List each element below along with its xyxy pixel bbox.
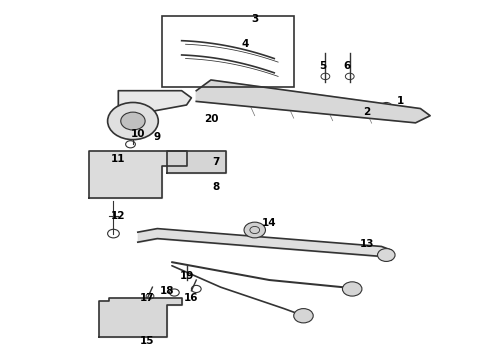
Circle shape <box>294 309 313 323</box>
Circle shape <box>377 249 395 261</box>
Polygon shape <box>89 152 187 198</box>
Polygon shape <box>196 80 430 123</box>
Polygon shape <box>167 152 225 173</box>
Polygon shape <box>99 298 182 337</box>
Text: 2: 2 <box>363 107 370 117</box>
Circle shape <box>244 222 266 238</box>
Text: 12: 12 <box>111 211 125 221</box>
Circle shape <box>121 112 145 130</box>
Text: 6: 6 <box>343 61 351 71</box>
Text: 10: 10 <box>130 129 145 139</box>
Text: 15: 15 <box>140 336 155 346</box>
Text: 20: 20 <box>204 114 218 124</box>
Text: 3: 3 <box>251 14 258 24</box>
Circle shape <box>108 103 158 140</box>
Text: 19: 19 <box>179 271 194 282</box>
Text: 16: 16 <box>184 293 198 303</box>
Text: 13: 13 <box>360 239 374 249</box>
Text: 17: 17 <box>140 293 155 303</box>
Text: 8: 8 <box>212 182 220 192</box>
Text: 1: 1 <box>397 96 405 107</box>
Text: 7: 7 <box>212 157 220 167</box>
Text: 5: 5 <box>319 61 326 71</box>
Text: 11: 11 <box>111 154 125 163</box>
Text: 18: 18 <box>160 286 174 296</box>
Circle shape <box>343 282 362 296</box>
Text: 9: 9 <box>154 132 161 142</box>
Text: 4: 4 <box>241 39 249 49</box>
Text: 14: 14 <box>262 218 277 228</box>
Polygon shape <box>118 91 192 119</box>
